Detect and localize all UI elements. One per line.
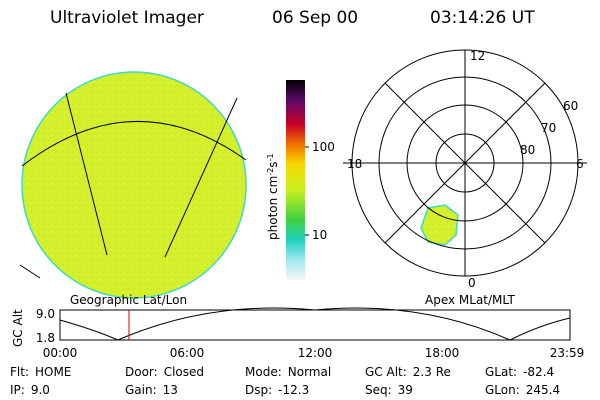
status-value: 245.4 — [526, 383, 560, 397]
status-field: IP: 9.0 — [10, 383, 50, 397]
status-field: Door: Closed — [125, 365, 204, 379]
alt-label: GC Alt — [11, 309, 25, 347]
polar-plot: 12 18 6 0 60 70 80 — [343, 49, 587, 290]
status-field: Flt: HOME — [10, 365, 71, 379]
status-label: Flt: — [10, 365, 29, 379]
status-value: Normal — [288, 365, 331, 379]
status-value: 2.3 Re — [413, 365, 451, 379]
status-footer: Flt: HOME Door: Closed Mode: Normal GC Alt: 2.3… — [10, 365, 560, 397]
time-tick: 18:00 — [425, 346, 460, 360]
altitude-plot: 9.0 1.8 GC Alt 00:00 06:00 12:00 18:00 2… — [11, 307, 584, 360]
colorbar-tick: 100 — [312, 140, 335, 154]
status-label: GLon: — [485, 383, 520, 397]
time-tick: 23:59 — [550, 346, 585, 360]
title: Ultraviolet Imager — [50, 8, 204, 28]
status-label: IP: — [10, 383, 25, 397]
status-label: GC Alt: — [365, 365, 407, 379]
mlt-label: 0 — [468, 276, 476, 290]
colorbar: 100 10 photon cm-2s-1 — [266, 80, 335, 280]
date: 06 Sep 00 — [272, 8, 358, 28]
status-value: 9.0 — [31, 383, 50, 397]
status-field: GLon: 245.4 — [485, 383, 560, 397]
mlt-label: 12 — [470, 49, 485, 63]
status-label: Gain: — [125, 383, 157, 397]
status-value: -82.4 — [523, 365, 554, 379]
status-label: Dsp: — [245, 383, 272, 397]
status-field: Seq: 39 — [365, 383, 413, 397]
panel-label: Apex MLat/MLT — [425, 293, 515, 307]
colorbar-label: photon cm-2s-1 — [266, 153, 280, 240]
status-value: -12.3 — [278, 383, 309, 397]
alt-tick: 1.8 — [36, 331, 55, 345]
time-tick: 06:00 — [170, 346, 205, 360]
lat-label: 60 — [563, 99, 578, 113]
lat-label: 70 — [541, 121, 556, 135]
panel-label: Geographic Lat/Lon — [70, 293, 187, 307]
time-tick: 00:00 — [43, 346, 78, 360]
status-value: Closed — [164, 365, 204, 379]
status-field: Mode: Normal — [245, 365, 331, 379]
status-field: GC Alt: 2.3 Re — [365, 365, 451, 379]
mlt-label: 18 — [347, 157, 362, 171]
status-value: 13 — [163, 383, 178, 397]
geographic-image — [19, 71, 247, 299]
status-label: Seq: — [365, 383, 392, 397]
lat-label: 80 — [520, 143, 535, 157]
status-field: Dsp: -12.3 — [245, 383, 309, 397]
colorbar-tick: 10 — [312, 228, 327, 242]
time-tick: 12:00 — [298, 346, 333, 360]
mlt-label: 6 — [576, 157, 584, 171]
status-value: 39 — [398, 383, 413, 397]
status-field: GLat: -82.4 — [485, 365, 554, 379]
status-label: Mode: — [245, 365, 282, 379]
status-label: GLat: — [485, 365, 517, 379]
status-label: Door: — [125, 365, 158, 379]
status-value: HOME — [35, 365, 71, 379]
alt-tick: 9.0 — [36, 307, 55, 321]
status-field: Gain: 13 — [125, 383, 178, 397]
time: 03:14:26 UT — [430, 8, 535, 28]
